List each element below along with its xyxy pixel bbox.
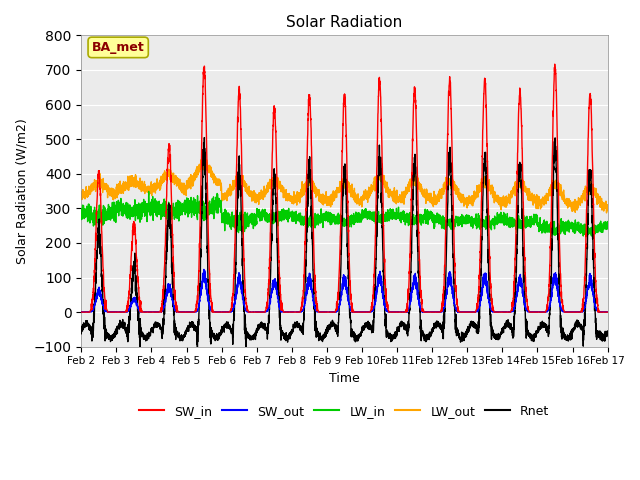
SW_out bbox=[77, 309, 85, 315]
Line: Rnet: Rnet bbox=[81, 138, 607, 353]
Rnet bbox=[77, 331, 85, 336]
LW_out bbox=[172, 180, 180, 185]
Text: BA_met: BA_met bbox=[92, 41, 145, 54]
LW_in bbox=[325, 213, 333, 218]
X-axis label: Time: Time bbox=[329, 372, 360, 385]
SW_out bbox=[492, 309, 500, 315]
LW_out bbox=[463, 202, 470, 207]
SW_in bbox=[603, 309, 611, 315]
SW_in bbox=[492, 309, 500, 315]
LW_in bbox=[492, 218, 500, 224]
SW_out bbox=[200, 266, 208, 272]
Line: LW_out: LW_out bbox=[81, 160, 607, 213]
LW_out bbox=[492, 199, 500, 204]
LW_in bbox=[463, 219, 470, 225]
SW_in bbox=[604, 309, 611, 315]
SW_out bbox=[325, 309, 333, 315]
LW_out bbox=[77, 191, 85, 197]
LW_out bbox=[325, 199, 333, 205]
SW_in bbox=[433, 309, 441, 315]
Rnet bbox=[136, 350, 144, 356]
LW_in bbox=[604, 221, 611, 227]
LW_in bbox=[172, 200, 180, 206]
Y-axis label: Solar Radiation (W/m2): Solar Radiation (W/m2) bbox=[15, 118, 28, 264]
SW_in bbox=[324, 309, 332, 315]
LW_out bbox=[604, 202, 611, 208]
SW_out bbox=[463, 309, 470, 315]
LW_out bbox=[433, 195, 441, 201]
Rnet bbox=[172, 325, 180, 331]
Title: Solar Radiation: Solar Radiation bbox=[286, 15, 403, 30]
SW_in bbox=[551, 61, 559, 67]
LW_out bbox=[197, 157, 205, 163]
LW_in bbox=[77, 208, 85, 214]
LW_out bbox=[603, 210, 611, 216]
LW_in bbox=[604, 225, 611, 231]
Rnet bbox=[200, 135, 208, 141]
SW_in bbox=[77, 309, 85, 315]
LW_out bbox=[604, 203, 611, 208]
LW_in bbox=[547, 233, 555, 239]
SW_out bbox=[172, 309, 180, 314]
Rnet bbox=[325, 324, 333, 329]
LW_in bbox=[433, 210, 441, 216]
Line: SW_in: SW_in bbox=[81, 64, 607, 312]
Rnet bbox=[463, 334, 470, 340]
SW_out bbox=[604, 309, 611, 315]
LW_in bbox=[145, 189, 152, 194]
Legend: SW_in, SW_out, LW_in, LW_out, Rnet: SW_in, SW_out, LW_in, LW_out, Rnet bbox=[134, 400, 554, 423]
SW_out bbox=[463, 309, 470, 315]
SW_out bbox=[604, 309, 611, 315]
Rnet bbox=[604, 331, 611, 336]
Line: SW_out: SW_out bbox=[81, 269, 607, 312]
SW_out bbox=[433, 309, 441, 315]
SW_in bbox=[462, 309, 470, 315]
Line: LW_in: LW_in bbox=[81, 192, 607, 236]
Rnet bbox=[492, 335, 500, 341]
SW_in bbox=[172, 305, 180, 311]
Rnet bbox=[604, 329, 611, 335]
Rnet bbox=[433, 321, 441, 327]
